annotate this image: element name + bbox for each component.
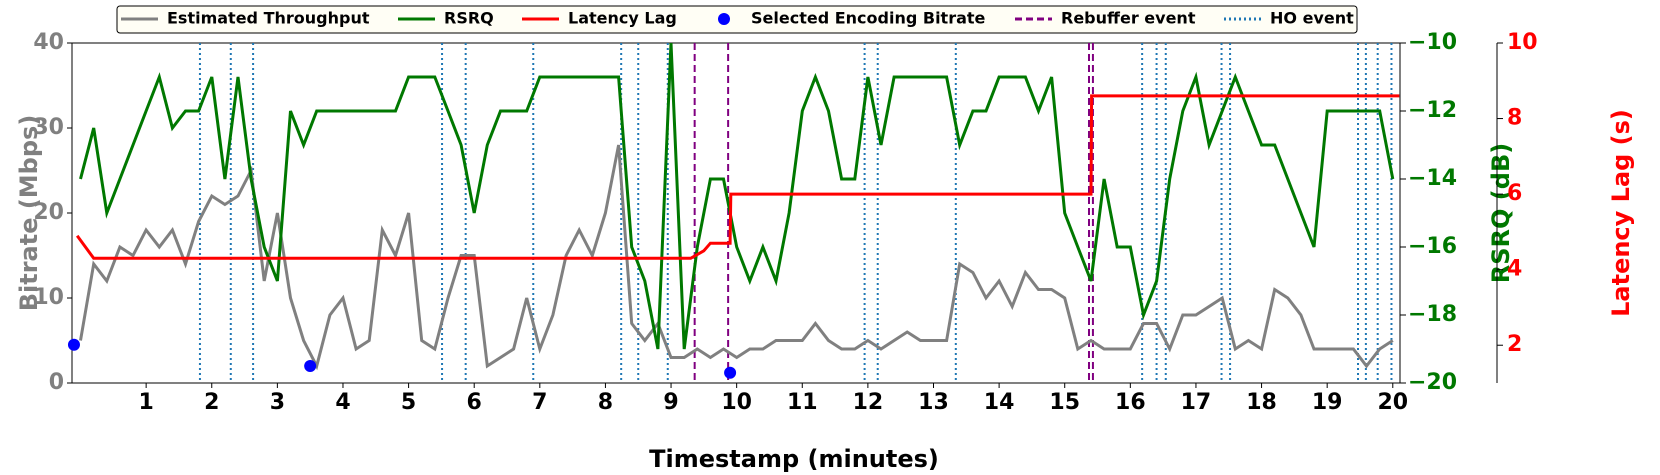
y2-tick-label: −16 (1408, 234, 1457, 259)
y2-axis-label: RSRQ (dB) (1487, 143, 1515, 283)
y-tick-label: 20 (33, 200, 64, 225)
x-tick-label: 2 (204, 390, 219, 415)
scatter-point (724, 366, 737, 379)
x-tick-label: 15 (1049, 390, 1080, 415)
x-tick-label: 5 (401, 390, 416, 415)
x-tick-label: 20 (1377, 390, 1408, 415)
y2-tick-label: −14 (1408, 166, 1457, 191)
scatter-point (67, 338, 80, 351)
x-tick-label: 3 (270, 390, 285, 415)
y-tick-label: 10 (33, 285, 64, 310)
y2-tick-label: −18 (1408, 302, 1457, 327)
y2-tick-label: −10 (1408, 30, 1457, 55)
y3-tick-label: 4 (1507, 257, 1522, 282)
y2-tick-label: −20 (1408, 370, 1457, 395)
legend-marker (718, 13, 730, 25)
x-tick-label: 17 (1181, 390, 1212, 415)
y2-tick-label: −12 (1408, 98, 1457, 123)
x-tick-label: 12 (853, 390, 884, 415)
series-line (79, 43, 1395, 350)
x-tick-label: 10 (721, 390, 752, 415)
x-axis-label: Timestamp (minutes) (649, 445, 939, 473)
x-tick-label: 6 (467, 390, 482, 415)
y3-axis-label: Latency Lag (s) (1607, 109, 1635, 317)
x-tick-label: 9 (663, 390, 678, 415)
series-line (75, 94, 1400, 260)
x-tick-label: 11 (787, 390, 818, 415)
y-tick-label: 30 (33, 115, 64, 140)
y3-tick-label: 2 (1507, 332, 1522, 357)
y-tick-label: 0 (49, 370, 64, 395)
x-tick-label: 7 (532, 390, 547, 415)
scatter-point (304, 360, 317, 372)
legend-label: Latency Lag (568, 9, 677, 28)
legend-label: Selected Encoding Bitrate (751, 9, 986, 28)
plot-area (71, 42, 1401, 384)
y3-tick-label: 6 (1507, 181, 1522, 206)
y-axis-label: Bitrate (Mbps) (15, 115, 43, 312)
x-tick-label: 4 (335, 390, 350, 415)
x-tick-label: 8 (598, 390, 613, 415)
x-tick-label: 18 (1246, 390, 1277, 415)
y3-tick-label: 10 (1507, 30, 1538, 55)
legend-label: Rebuffer event (1061, 9, 1196, 28)
legend-label: HO event (1270, 9, 1354, 28)
series-line (79, 144, 1394, 371)
plot-marks (75, 43, 1400, 383)
x-tick-label: 19 (1312, 390, 1343, 415)
x-tick-label: 1 (138, 390, 153, 415)
x-tick-label: 16 (1115, 390, 1146, 415)
y3-tick-label: 8 (1507, 106, 1522, 131)
x-tick-label: 14 (984, 390, 1015, 415)
x-tick-label: 13 (918, 390, 949, 415)
legend-box (116, 5, 1358, 34)
legend-label: Estimated Throughput (167, 9, 370, 28)
y-tick-label: 40 (33, 30, 64, 55)
legend-label: RSRQ (444, 9, 494, 28)
